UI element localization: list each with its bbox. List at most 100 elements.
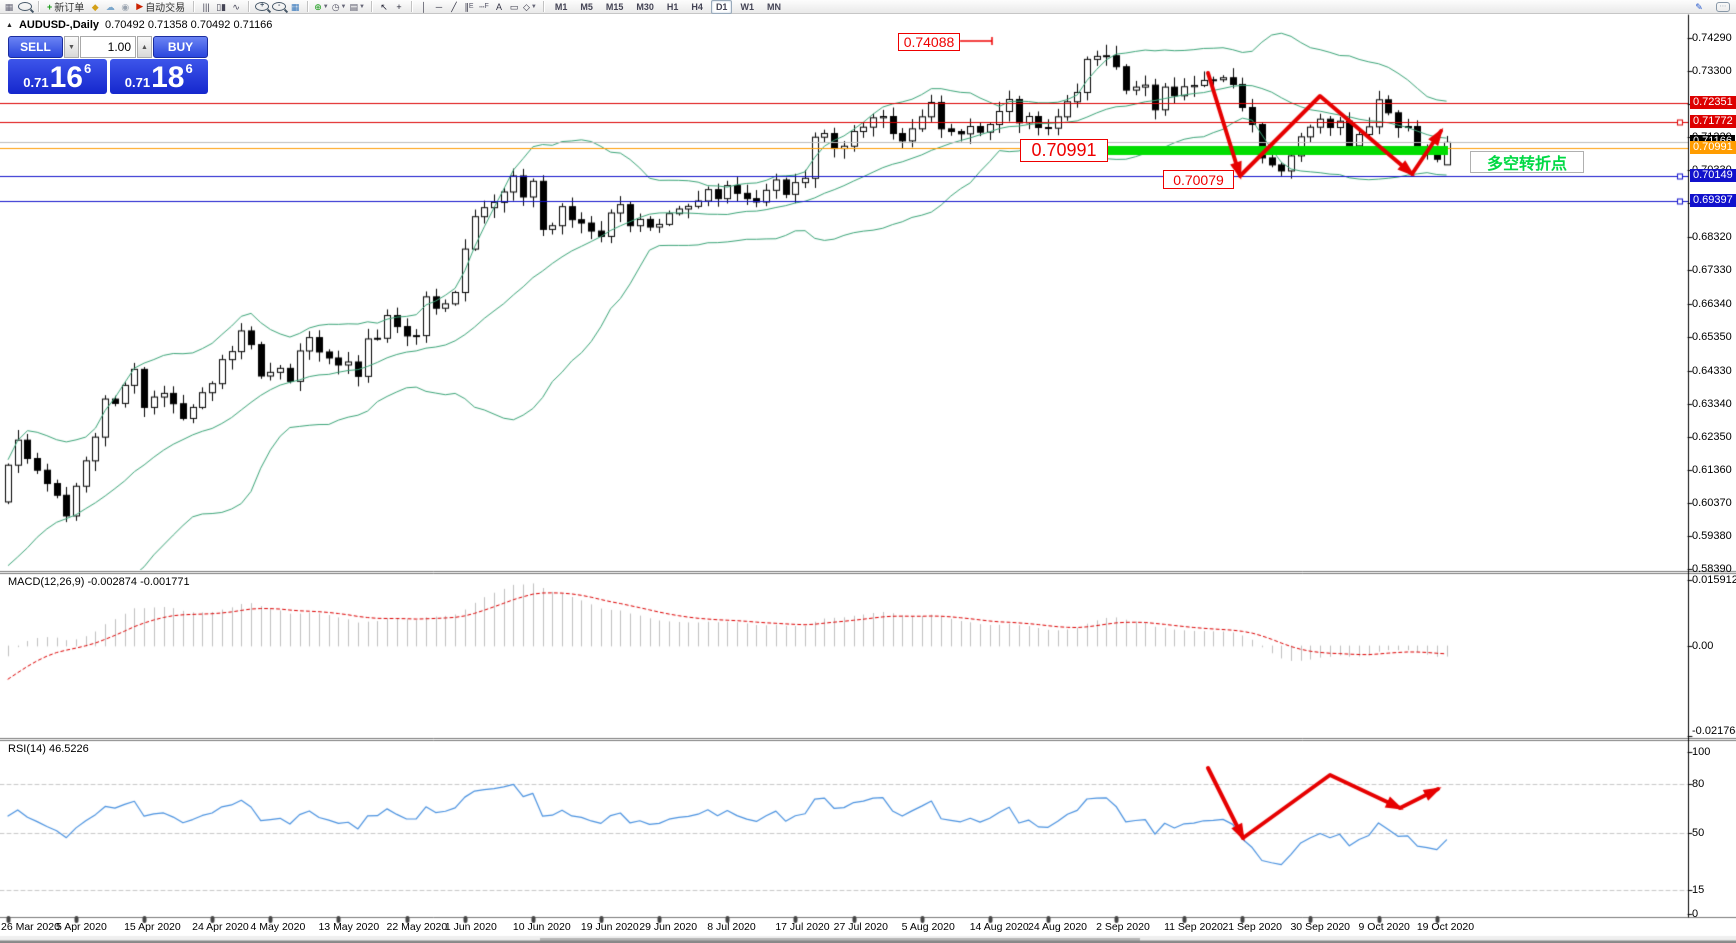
- timeframe-button-h4[interactable]: H4: [691, 1, 703, 12]
- crosshair-icon[interactable]: +: [396, 1, 402, 12]
- price-tick-label: 0.63340: [1692, 397, 1732, 410]
- sell-price-big: 16: [49, 61, 83, 94]
- vertical-line-icon[interactable]: │: [421, 1, 427, 12]
- buy-price-pip: 6: [185, 61, 193, 76]
- price-tick-label: 0.59380: [1692, 530, 1732, 542]
- toolbar-separator: [370, 1, 372, 12]
- cloud-icon[interactable]: ☁: [105, 1, 115, 12]
- timeframe-button-m1[interactable]: M1: [554, 1, 568, 12]
- timeframe-button-h1[interactable]: H1: [666, 1, 679, 12]
- data-window-icon[interactable]: [18, 2, 32, 11]
- date-label: 17 Jul 2020: [775, 921, 830, 933]
- price-tick-label: 0.73300: [1692, 65, 1732, 78]
- price-line-tag[interactable]: 0.70149: [1690, 169, 1736, 183]
- horizontal-line-icon[interactable]: ─: [435, 1, 443, 12]
- date-label: 13 May 2020: [318, 921, 380, 933]
- date-label: 9 Oct 2020: [1358, 921, 1410, 933]
- buy-button[interactable]: BUY: [153, 36, 208, 58]
- timeframe-button-m30[interactable]: M30: [636, 1, 654, 12]
- price-line-tag[interactable]: 0.71772: [1690, 115, 1736, 129]
- date-label: 19 Oct 2020: [1416, 921, 1475, 933]
- buy-price-prefix: 0.71: [124, 75, 151, 90]
- price-line-tag[interactable]: 0.69397: [1690, 194, 1736, 208]
- timeframe-button-m15[interactable]: M15: [605, 1, 624, 12]
- new-order-button[interactable]: + 新订单: [45, 0, 86, 15]
- trendline-icon[interactable]: ╱: [451, 1, 457, 12]
- toolbar-separator: [542, 1, 544, 12]
- indicators-button[interactable]: ⊕ ▼: [314, 1, 329, 12]
- price-tick-label: 0.64330: [1692, 364, 1732, 377]
- timeframe-button-w1[interactable]: W1: [740, 1, 754, 12]
- rsi-axis-label: 0: [1692, 908, 1699, 920]
- label-icon[interactable]: ▭: [509, 1, 519, 12]
- price-annotation-low[interactable]: 0.70079: [1163, 170, 1234, 189]
- channel-icon[interactable]: ∥ E: [464, 1, 474, 12]
- bar-chart-icon[interactable]: |||: [202, 1, 210, 12]
- macd-axis-label: 0.015912: [1692, 573, 1736, 586]
- candlestick-chart-icon[interactable]: ▯▮: [216, 1, 227, 12]
- price-tick-label: 0.61360: [1692, 463, 1732, 476]
- sell-price-display[interactable]: 0.71 16 6: [8, 59, 107, 94]
- sell-button[interactable]: SELL: [8, 36, 63, 58]
- sell-price-prefix: 0.71: [23, 75, 49, 90]
- timeframe-button-m5[interactable]: M5: [580, 1, 593, 12]
- date-label: 10 Jun 2020: [512, 921, 571, 933]
- price-annotation-peak[interactable]: 0.74088: [898, 33, 960, 51]
- edit-icon[interactable]: ✎: [1695, 1, 1703, 12]
- text-icon[interactable]: A: [495, 1, 502, 12]
- date-label: 1 Jun 2020: [444, 921, 497, 933]
- date-label: 5 Aug 2020: [901, 921, 955, 933]
- price-tick-label: 0.60370: [1692, 496, 1732, 509]
- charts-window-icon[interactable]: ▦: [4, 1, 14, 12]
- zoom-out-icon[interactable]: -: [272, 2, 287, 11]
- shapes-dropdown-icon[interactable]: ◇ ▼: [522, 1, 537, 12]
- rsi-indicator-label: RSI(14) 46.5226: [8, 743, 89, 755]
- buy-price-display[interactable]: 0.71 18 6: [109, 59, 208, 94]
- date-label: 15 Apr 2020: [124, 921, 181, 933]
- macd-axis-label: 0.00: [1692, 640, 1714, 652]
- autotrading-button[interactable]: ▶ 自动交易: [134, 0, 187, 14]
- rsi-axis-label: 80: [1692, 778, 1705, 791]
- date-label: 30 Sep 2020: [1290, 921, 1351, 933]
- date-label: 11 Sep 2020: [1164, 921, 1223, 933]
- periods-button[interactable]: ◷ ▼: [331, 1, 347, 12]
- date-label: 2 Sep 2020: [1096, 921, 1150, 933]
- one-click-trading-panel: SELL ▼ 1.00 ▲ BUY 0.71 16 6 0.71 18 6: [8, 36, 208, 95]
- timeframe-button-mn[interactable]: MN: [766, 1, 781, 12]
- price-line-tag: 0.70991: [1690, 141, 1736, 155]
- rsi-axis-label: 15: [1692, 883, 1705, 896]
- price-tick-label: 0.74290: [1692, 32, 1732, 44]
- date-label: 22 May 2020: [386, 921, 448, 933]
- volume-decrease-button[interactable]: ▼: [64, 36, 79, 58]
- toolbar-separator: [410, 1, 412, 12]
- macd-axis-label: -0.021768: [1692, 725, 1736, 737]
- toolbar-separator: [307, 1, 309, 12]
- date-label: 21 Sep 2020: [1222, 921, 1282, 933]
- price-tick-label: 0.58390: [1692, 563, 1732, 576]
- macd-indicator-label: MACD(12,26,9) -0.002874 -0.001771: [8, 576, 190, 588]
- cursor-icon[interactable]: ↖: [380, 1, 388, 12]
- volume-input[interactable]: 1.00: [80, 36, 136, 58]
- templates-button[interactable]: ▤ ▼: [349, 1, 365, 12]
- price-tick-label: 0.66340: [1692, 297, 1732, 310]
- price-line-tag: 0.72351: [1690, 95, 1736, 109]
- price-tick-label: 0.67330: [1692, 264, 1732, 277]
- new-order-button-label: 新订单: [54, 3, 85, 14]
- symbol-timeframe-label: AUDUSD-,Daily: [18, 19, 100, 31]
- signal-icon[interactable]: ◉: [121, 1, 130, 12]
- deposit-icon[interactable]: ◆: [91, 1, 99, 12]
- price-annotation-level[interactable]: 0.70991: [1020, 139, 1108, 162]
- collapse-panel-icon[interactable]: ▲: [6, 21, 13, 29]
- zoom-in-icon[interactable]: +: [255, 2, 270, 11]
- chat-icon[interactable]: ⋯: [1716, 1, 1730, 12]
- text-annotation-turning-point[interactable]: 多空转折点: [1470, 151, 1584, 173]
- line-chart-icon[interactable]: ∿: [232, 1, 240, 12]
- volume-increase-button[interactable]: ▲: [137, 36, 152, 58]
- fibonacci-icon[interactable]: ┄ F: [479, 1, 489, 12]
- toolbar-separator: [193, 1, 195, 12]
- timeframe-button-d1[interactable]: D1: [710, 0, 733, 14]
- tile-windows-icon[interactable]: ▦: [290, 1, 300, 12]
- sell-price-pip: 6: [83, 61, 92, 76]
